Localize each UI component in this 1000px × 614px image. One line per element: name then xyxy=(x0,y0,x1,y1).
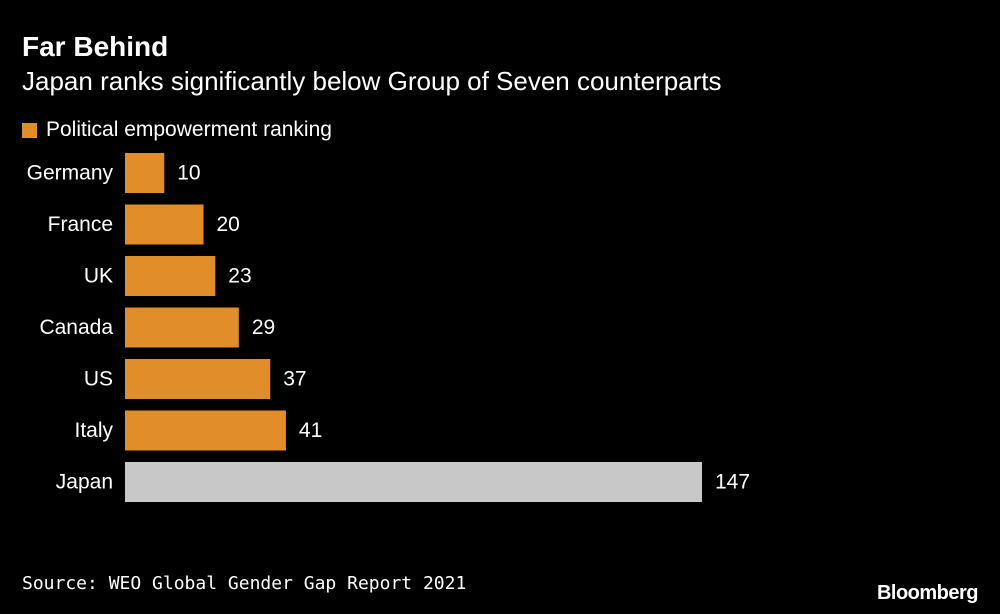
category-label-germany: Germany xyxy=(27,162,114,185)
category-label-us: US xyxy=(84,368,113,391)
source-note: Source: WEO Global Gender Gap Report 202… xyxy=(22,573,467,594)
value-label-france: 20 xyxy=(217,213,240,236)
legend-swatch xyxy=(22,122,37,138)
value-label-italy: 41 xyxy=(299,419,322,442)
chart-title: Far Behind xyxy=(22,31,169,62)
category-label-canada: Canada xyxy=(39,316,113,339)
category-label-france: France xyxy=(48,213,113,236)
category-label-japan: Japan xyxy=(56,471,113,494)
bar-germany xyxy=(125,153,165,193)
bar-canada xyxy=(125,307,239,348)
bloomberg-logo: Bloomberg xyxy=(876,582,979,604)
bar-france xyxy=(125,204,204,245)
value-label-germany: 10 xyxy=(177,162,200,185)
value-label-uk: 23 xyxy=(228,265,251,288)
bar-uk xyxy=(125,256,216,296)
value-label-japan: 147 xyxy=(715,471,750,494)
chart-subtitle: Japan ranks significantly below Group of… xyxy=(22,66,722,96)
legend-label: Political empowerment ranking xyxy=(46,118,332,141)
chart-legend: Political empowerment ranking xyxy=(22,116,332,144)
bar-us xyxy=(125,359,271,399)
value-label-canada: 29 xyxy=(252,316,275,339)
bars-group: Germany 10 France 20 UK 23 Canada 29 US 37 Italy 41… xyxy=(27,153,750,502)
bar-japan xyxy=(125,462,702,502)
bar-italy xyxy=(125,410,286,451)
category-label-italy: Italy xyxy=(74,419,113,442)
category-label-uk: UK xyxy=(84,265,113,288)
value-label-us: 37 xyxy=(283,368,306,391)
